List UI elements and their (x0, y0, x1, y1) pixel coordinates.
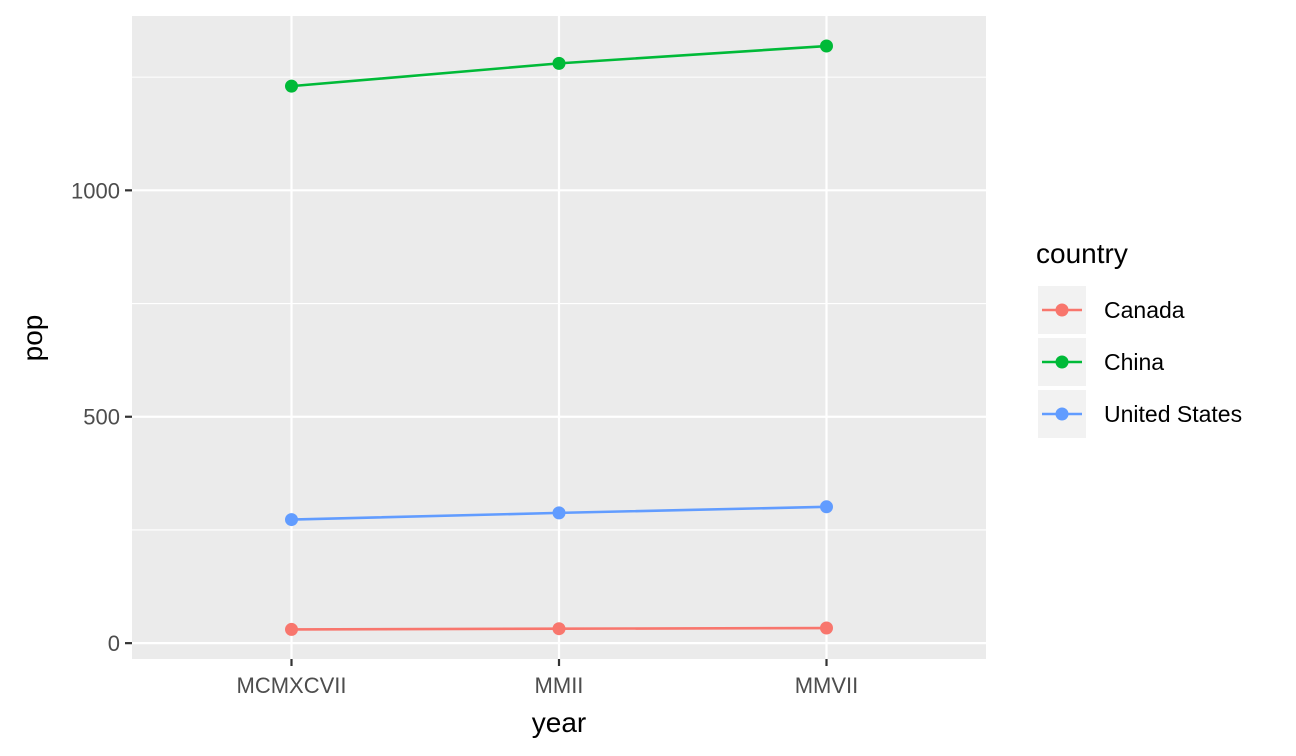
x-axis-title: year (532, 707, 586, 738)
series-layer (285, 39, 833, 636)
axes: 0 500 1000 MCMXCVII MMII MMVII (71, 178, 858, 698)
legend-label: China (1104, 349, 1164, 375)
y-tick-label: 1000 (71, 178, 120, 203)
data-point (820, 39, 833, 53)
data-point (285, 79, 298, 93)
data-point (552, 506, 566, 520)
y-axis-title: pop (17, 315, 48, 362)
legend-key-point (1055, 303, 1069, 317)
legend: country Canada China United States (1036, 238, 1242, 438)
data-point (820, 500, 833, 514)
legend-label: Canada (1104, 297, 1185, 323)
data-point (820, 621, 833, 635)
x-tick-label: MMII (535, 673, 584, 698)
data-point (552, 56, 566, 70)
data-point (285, 513, 298, 527)
major-gridlines (132, 16, 986, 659)
data-point (285, 622, 298, 636)
x-tick-label: MCMXCVII (237, 673, 347, 698)
data-point (552, 622, 566, 636)
y-tick-label: 0 (108, 631, 120, 656)
legend-key-point (1055, 355, 1069, 369)
x-tick-label: MMVII (795, 673, 859, 698)
legend-title: country (1036, 238, 1128, 269)
y-tick-label: 500 (83, 405, 120, 430)
legend-label: United States (1104, 401, 1242, 427)
legend-key-point (1055, 407, 1069, 421)
